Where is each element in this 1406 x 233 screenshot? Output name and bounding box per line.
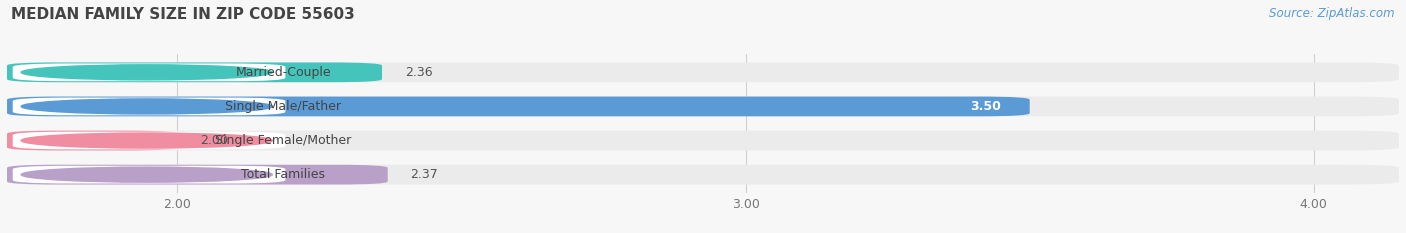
FancyBboxPatch shape [13, 166, 285, 184]
FancyBboxPatch shape [13, 63, 285, 81]
Text: 2.00: 2.00 [200, 134, 228, 147]
Text: Source: ZipAtlas.com: Source: ZipAtlas.com [1270, 7, 1395, 20]
FancyBboxPatch shape [7, 62, 382, 82]
Text: Single Male/Father: Single Male/Father [225, 100, 342, 113]
FancyBboxPatch shape [7, 131, 1399, 151]
Circle shape [21, 99, 273, 114]
FancyBboxPatch shape [7, 96, 1029, 116]
Text: 2.37: 2.37 [411, 168, 439, 181]
FancyBboxPatch shape [7, 131, 177, 151]
Circle shape [21, 65, 273, 80]
Circle shape [21, 167, 273, 182]
Text: Single Female/Mother: Single Female/Mother [215, 134, 352, 147]
FancyBboxPatch shape [7, 96, 1399, 116]
FancyBboxPatch shape [13, 98, 285, 115]
FancyBboxPatch shape [13, 132, 285, 149]
FancyBboxPatch shape [7, 62, 1399, 82]
Text: Total Families: Total Families [242, 168, 325, 181]
Text: Married-Couple: Married-Couple [235, 66, 330, 79]
FancyBboxPatch shape [7, 165, 1399, 185]
Circle shape [21, 133, 273, 148]
Text: MEDIAN FAMILY SIZE IN ZIP CODE 55603: MEDIAN FAMILY SIZE IN ZIP CODE 55603 [11, 7, 354, 22]
Text: 2.36: 2.36 [405, 66, 433, 79]
FancyBboxPatch shape [7, 165, 388, 185]
Text: 3.50: 3.50 [970, 100, 1001, 113]
